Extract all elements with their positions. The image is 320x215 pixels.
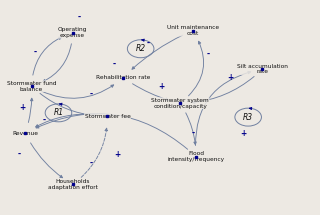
Text: +: +	[114, 150, 120, 159]
Text: Silt accumulation
rate: Silt accumulation rate	[237, 64, 288, 74]
Text: +: +	[158, 82, 164, 91]
Text: Households
adaptation effort: Households adaptation effort	[48, 179, 98, 190]
Text: +: +	[228, 73, 234, 82]
Text: Rehabilitation rate: Rehabilitation rate	[96, 75, 150, 80]
Text: -: -	[90, 158, 93, 167]
Text: Flood
intensity/frequency: Flood intensity/frequency	[167, 151, 225, 162]
Text: -: -	[43, 116, 46, 125]
Text: Stormwater system
condition/capacity: Stormwater system condition/capacity	[151, 98, 209, 109]
Text: -: -	[207, 50, 210, 59]
Text: Stormwater fee: Stormwater fee	[84, 114, 131, 118]
Text: Unit maintenance
cost: Unit maintenance cost	[167, 25, 219, 36]
Text: -: -	[191, 129, 194, 138]
Text: R1: R1	[53, 108, 63, 117]
Text: -: -	[33, 48, 36, 57]
Text: -: -	[77, 13, 81, 22]
Text: +: +	[240, 129, 246, 138]
Text: Revenue: Revenue	[12, 131, 38, 136]
Text: Operating
expense: Operating expense	[58, 27, 87, 38]
Text: +: +	[19, 103, 25, 112]
Text: R2: R2	[136, 44, 146, 53]
Text: -: -	[112, 60, 115, 69]
Text: R3: R3	[243, 113, 253, 122]
Text: -: -	[17, 150, 20, 159]
Text: Stormwater fund
balance: Stormwater fund balance	[7, 81, 56, 92]
Text: -: -	[147, 39, 150, 48]
Text: -: -	[90, 90, 93, 99]
